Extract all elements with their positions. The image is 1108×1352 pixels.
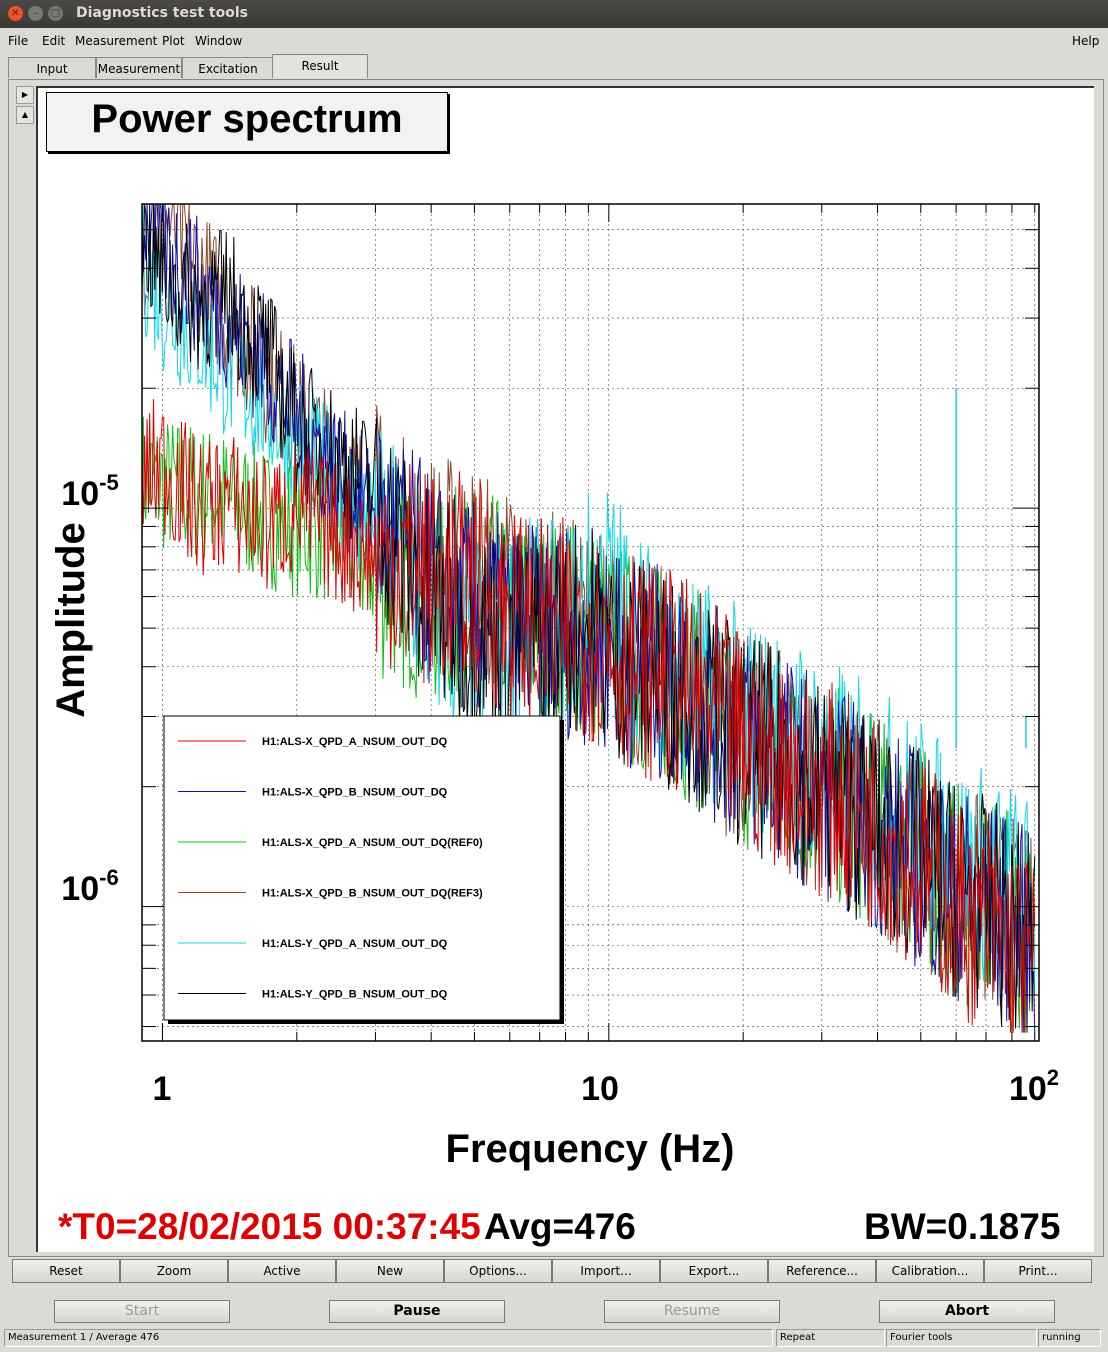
export-button[interactable]: Export... (660, 1259, 768, 1283)
x-tick-label-1: 1 (153, 1070, 172, 1108)
x-tick-label-10: 10 (581, 1070, 619, 1108)
menu-help[interactable]: Help (1072, 34, 1100, 48)
plot-title-box: Power spectrum (46, 92, 448, 152)
abort-button[interactable]: Abort (879, 1300, 1055, 1323)
calibration-button[interactable]: Calibration... (876, 1259, 984, 1283)
axis-ticks (142, 204, 1039, 1041)
collapse-up-icon[interactable]: ▲ (16, 106, 34, 124)
import-button[interactable]: Import... (552, 1259, 660, 1283)
legend-label: H1:ALS-X_QPD_A_NSUM_OUT_DQ(REF0) (262, 837, 483, 849)
status-measurement: Measurement 1 / Average 476 (4, 1329, 773, 1347)
menu-file[interactable]: File (8, 34, 29, 48)
tab-measurement[interactable]: Measurement (96, 57, 182, 78)
status-bar: Measurement 1 / Average 476 Repeat Fouri… (4, 1329, 1104, 1347)
title-bar: ✕ – □ Diagnostics test tools (0, 0, 1108, 28)
x-tick-label-100: 102 (1009, 1065, 1059, 1108)
tab-excitation[interactable]: Excitation (182, 57, 274, 78)
y-tick-label-1e-5: 10-5 (61, 470, 118, 513)
t0-label: *T0=28/02/2015 00:37:45 (58, 1206, 481, 1247)
menu-edit[interactable]: Edit (42, 34, 66, 48)
status-state: running (1038, 1329, 1101, 1347)
menu-plot[interactable]: Plot (162, 34, 185, 48)
minimize-icon[interactable]: – (28, 6, 43, 21)
menu-bar: File Edit Measurement Plot Window Help (0, 30, 1108, 52)
zoom-button[interactable]: Zoom (120, 1259, 228, 1283)
legend-label: H1:ALS-Y_QPD_B_NSUM_OUT_DQ (262, 989, 448, 1001)
tab-result[interactable]: Result (272, 54, 368, 78)
series-layer (141, 203, 1036, 1033)
window-title: Diagnostics test tools (76, 5, 248, 21)
legend: H1:ALS-X_QPD_A_NSUM_OUT_DQ H1:ALS-X_QPD_B… (163, 715, 564, 1024)
print-button[interactable]: Print... (984, 1259, 1092, 1283)
menu-window[interactable]: Window (195, 34, 243, 48)
plot-title: Power spectrum (91, 97, 403, 141)
start-button[interactable]: Start (54, 1300, 230, 1323)
y-tick-label-1e-6: 10-6 (61, 865, 118, 908)
new-button[interactable]: New (336, 1259, 444, 1283)
plot-frame (141, 203, 1040, 1042)
series-line-1 (141, 203, 1036, 1033)
resume-button[interactable]: Resume (604, 1300, 780, 1323)
x-axis-label: Frequency (Hz) (446, 1127, 735, 1171)
reset-button[interactable]: Reset (12, 1259, 120, 1283)
maximize-icon[interactable]: □ (48, 6, 63, 21)
y-axis-label: Amplitude (49, 522, 93, 718)
series-line-4 (141, 203, 1036, 993)
legend-label: H1:ALS-X_QPD_B_NSUM_OUT_DQ(REF3) (262, 888, 483, 900)
expand-right-icon[interactable]: ▶ (16, 86, 34, 104)
menu-measurement[interactable]: Measurement (75, 34, 158, 48)
legend-label: H1:ALS-X_QPD_A_NSUM_OUT_DQ (262, 736, 448, 748)
series-line-0 (141, 399, 1036, 1033)
bw-label: BW=0.1875 (864, 1206, 1061, 1247)
result-panel (8, 79, 1104, 1257)
tab-input[interactable]: Input (8, 57, 96, 78)
close-icon[interactable]: ✕ (8, 6, 23, 21)
status-mode: Repeat (776, 1329, 885, 1347)
plot-toolbar: Reset Zoom Active New Options... Import.… (12, 1259, 1092, 1283)
options-button[interactable]: Options... (444, 1259, 552, 1283)
legend-label: H1:ALS-Y_QPD_A_NSUM_OUT_DQ (262, 938, 448, 950)
avg-label: Avg=476 (484, 1206, 636, 1247)
legend-label: H1:ALS-X_QPD_B_NSUM_OUT_DQ (262, 787, 448, 799)
pause-button[interactable]: Pause (329, 1300, 505, 1323)
reference-button[interactable]: Reference... (768, 1259, 876, 1283)
active-button[interactable]: Active (228, 1259, 336, 1283)
status-tools: Fourier tools (886, 1329, 1037, 1347)
